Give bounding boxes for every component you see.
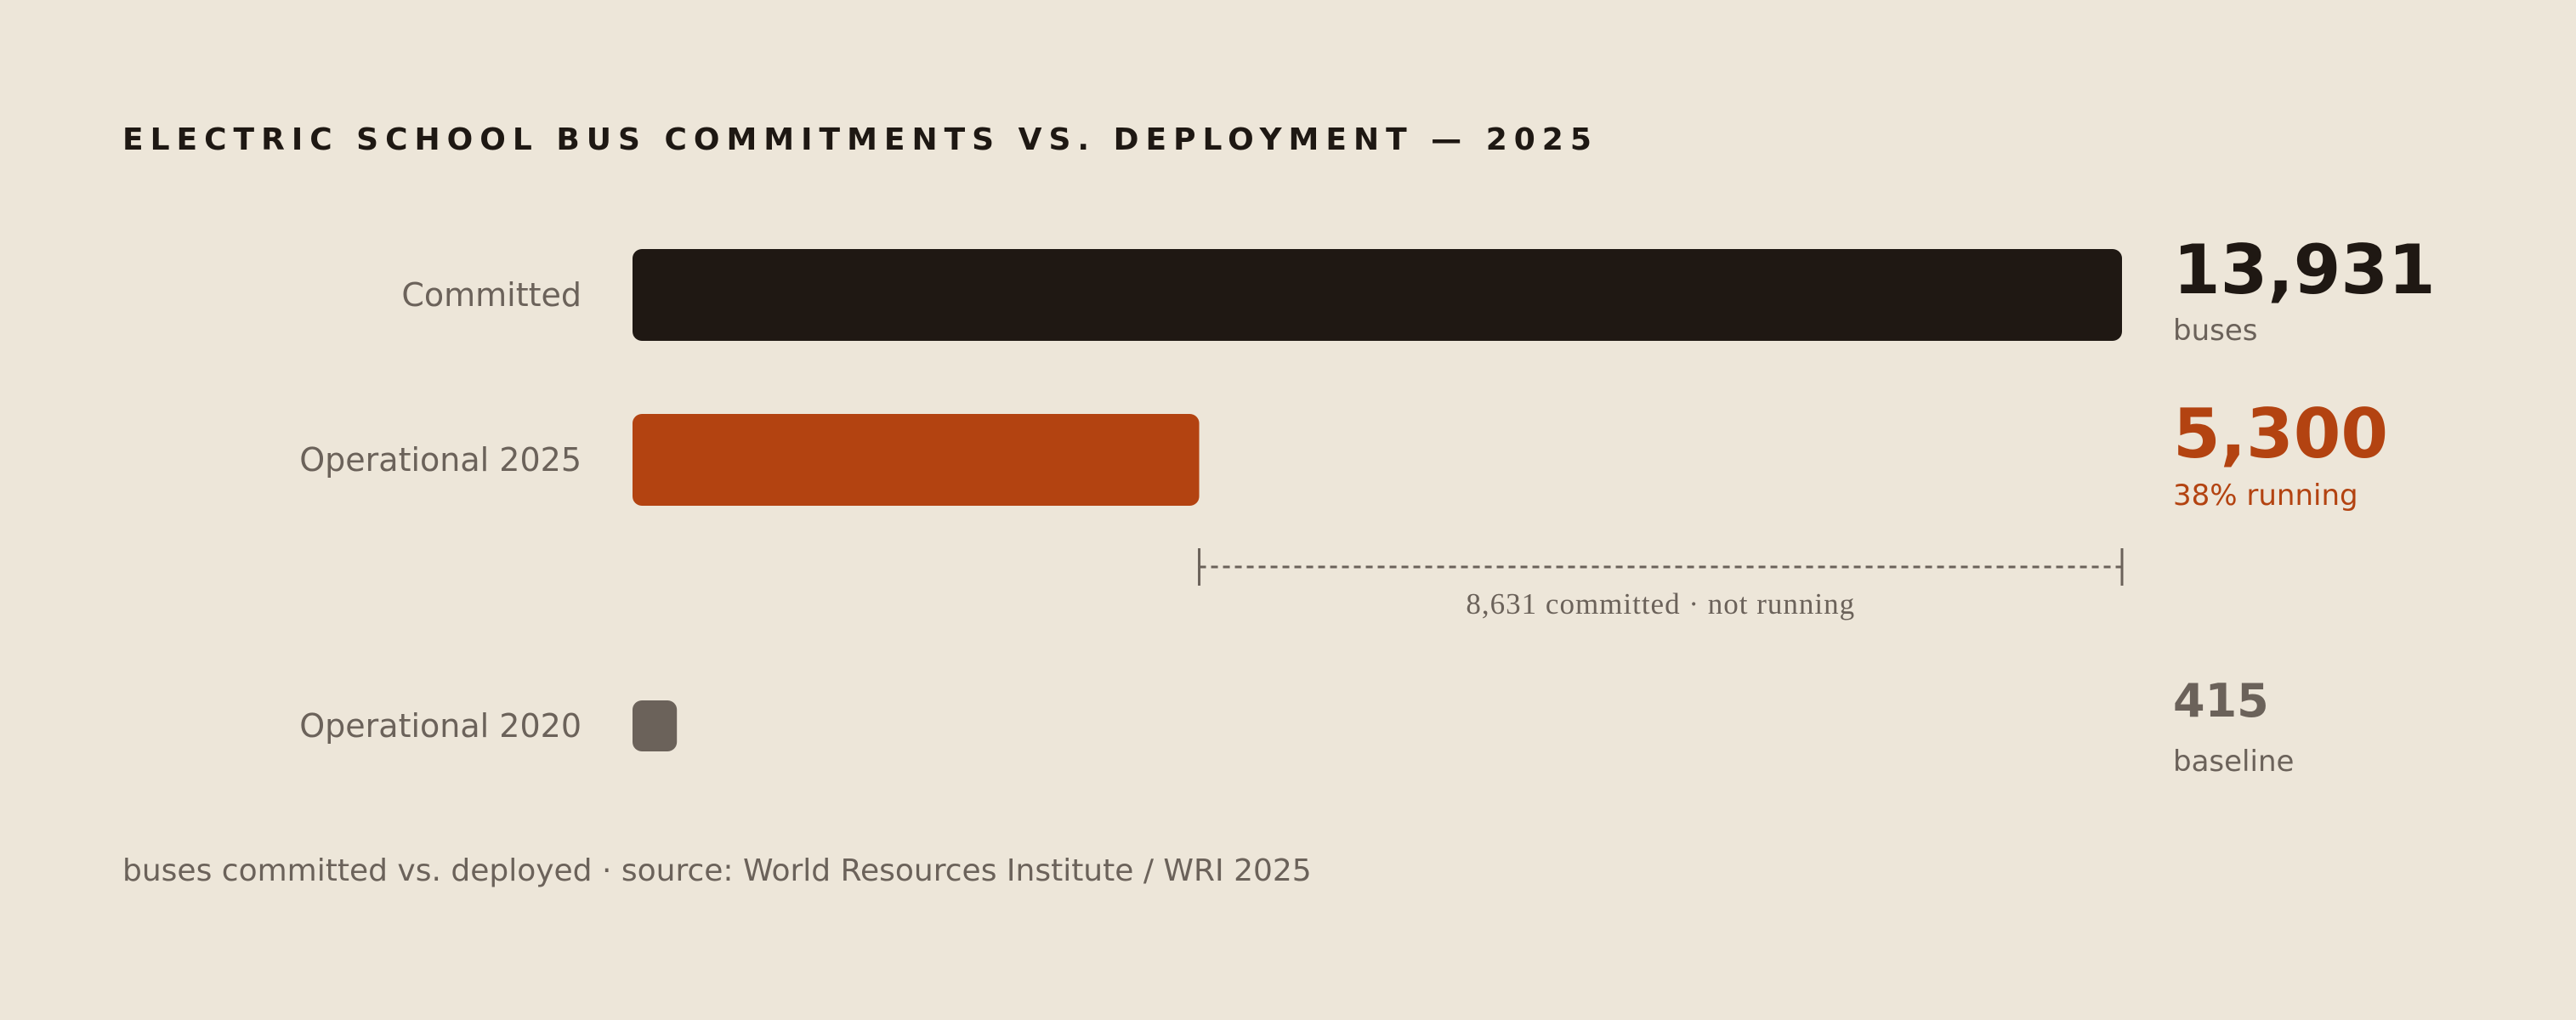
bar-operational-2020 bbox=[633, 700, 678, 751]
category-label-operational-2025: Operational 2025 bbox=[299, 441, 582, 479]
category-label-operational-2020: Operational 2020 bbox=[299, 707, 582, 745]
chart-footnote: buses committed vs. deployed · source: W… bbox=[122, 853, 1312, 888]
chart-title: ELECTRIC SCHOOL BUS COMMITMENTS VS. DEPL… bbox=[122, 122, 1598, 157]
value-label-committed: 13,931 bbox=[2173, 230, 2436, 309]
gap-annotation-label: 8,631 committed · not running bbox=[1466, 587, 1855, 620]
bar-operational-2025 bbox=[633, 414, 1200, 506]
bar-committed bbox=[633, 249, 2122, 341]
sub-label-operational-2020: baseline bbox=[2173, 745, 2294, 779]
value-label-operational-2025: 5,300 bbox=[2173, 394, 2388, 473]
sub-label-committed: buses bbox=[2173, 314, 2257, 348]
category-label-committed: Committed bbox=[401, 276, 582, 314]
sub-label-operational-2025: 38% running bbox=[2173, 479, 2358, 513]
value-label-operational-2020: 415 bbox=[2173, 674, 2269, 728]
